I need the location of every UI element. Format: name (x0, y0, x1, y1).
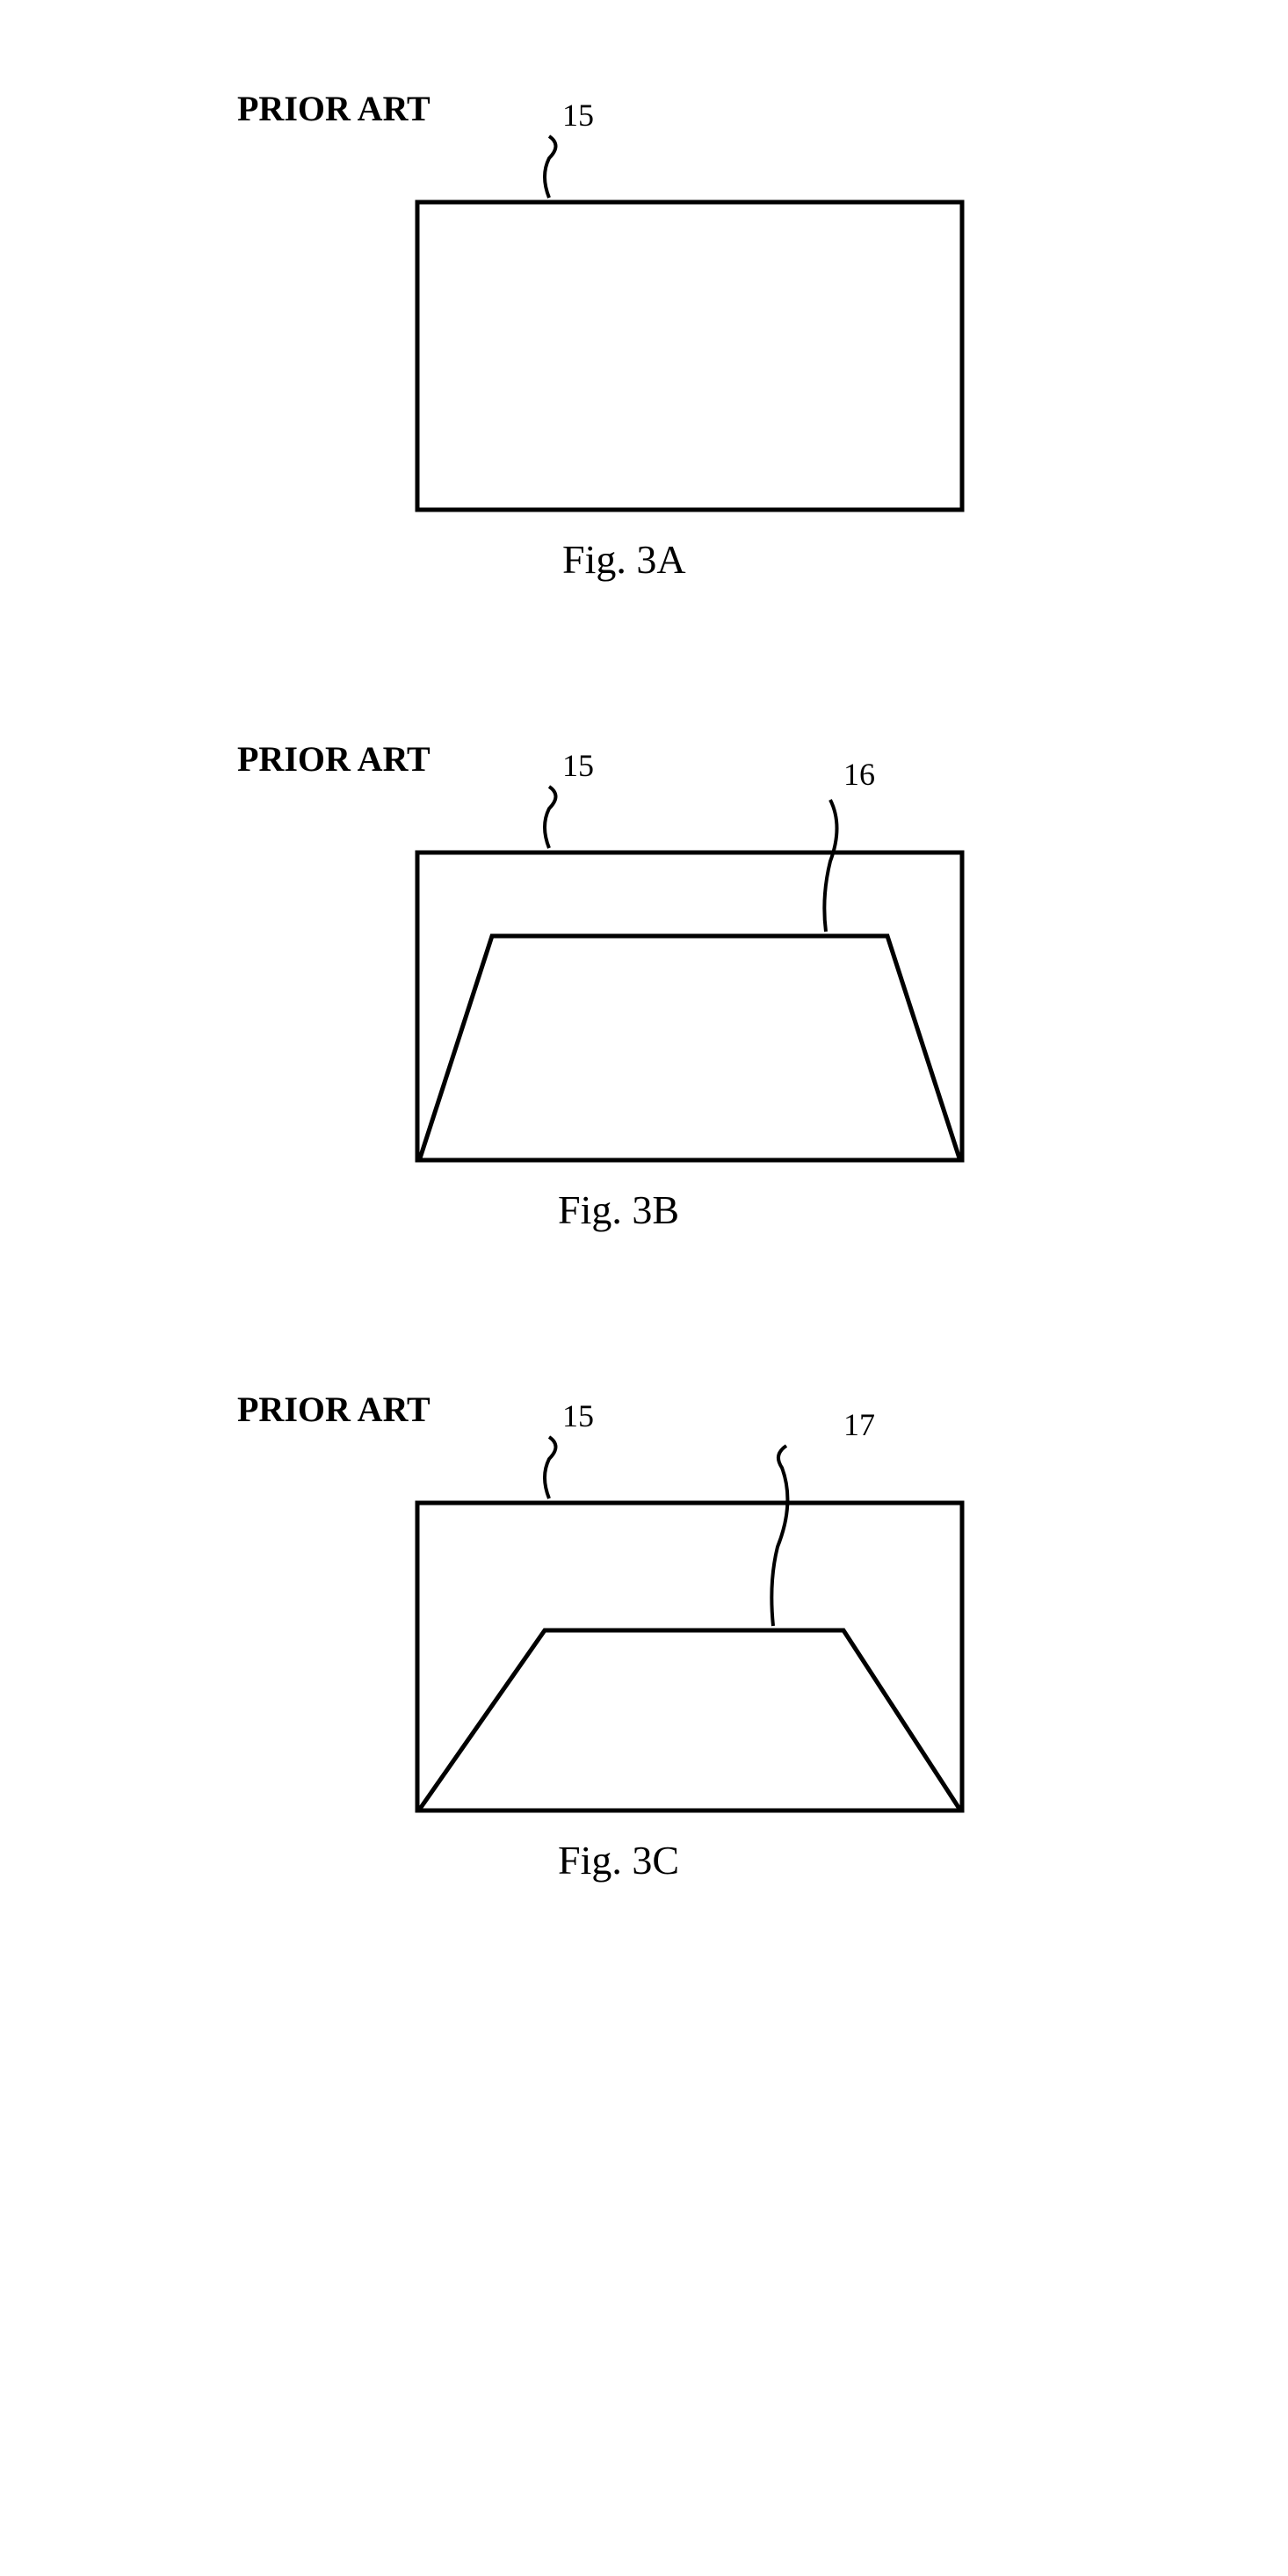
trapezoid-16 (420, 936, 959, 1158)
figure-3c-block: PRIOR ART 15 17 Fig. 3C (0, 1389, 1288, 1898)
lead-line-15-b (545, 787, 556, 848)
ref-label-15-c: 15 (562, 1397, 594, 1434)
figure-3b-block: PRIOR ART 15 16 Fig. 3B (0, 738, 1288, 1248)
lead-line-15-c (545, 1437, 556, 1498)
ref-label-15-b: 15 (562, 747, 594, 784)
diagram-3c: 15 17 (0, 1389, 1288, 1828)
svg-3b (0, 738, 1288, 1178)
caption-3a: Fig. 3A (562, 536, 686, 583)
rect-15-c (417, 1503, 962, 1810)
caption-3b: Fig. 3B (558, 1186, 679, 1233)
ref-label-16: 16 (843, 756, 875, 793)
ref-label-15-a: 15 (562, 97, 594, 134)
caption-3c: Fig. 3C (558, 1837, 679, 1883)
ref-label-17: 17 (843, 1406, 875, 1443)
svg-3c (0, 1389, 1288, 1828)
figure-3a-block: PRIOR ART 15 Fig. 3A (0, 88, 1288, 598)
lead-line-17 (771, 1446, 787, 1626)
diagram-3a: 15 (0, 88, 1288, 527)
lead-line-16 (824, 800, 836, 932)
rect-15-a (417, 202, 962, 510)
svg-3a (0, 88, 1288, 527)
rect-15-b (417, 853, 962, 1160)
lead-line-15-a (545, 136, 556, 198)
diagram-3b: 15 16 (0, 738, 1288, 1178)
trapezoid-17 (420, 1630, 959, 1809)
